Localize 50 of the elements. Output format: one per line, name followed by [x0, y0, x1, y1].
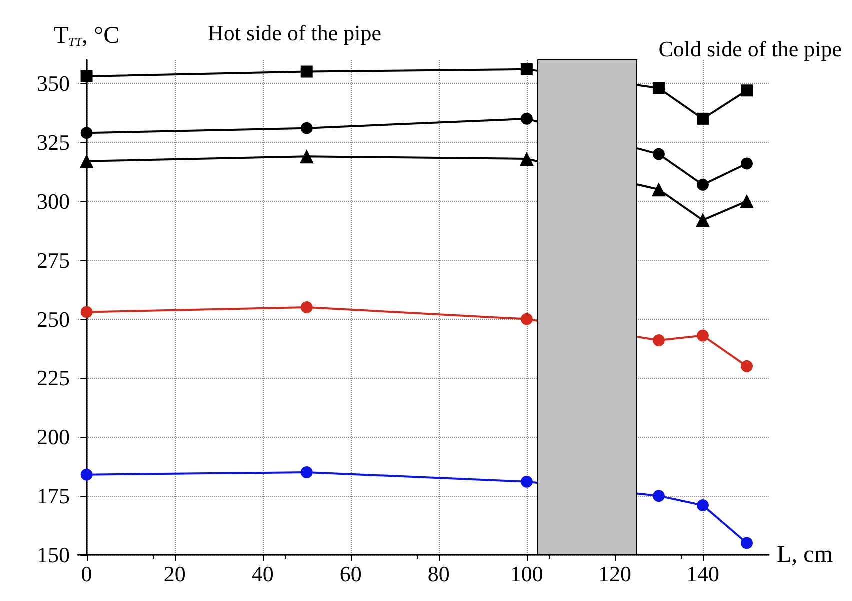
point	[652, 334, 665, 346]
point	[741, 158, 753, 170]
x-tick-label: 0	[81, 562, 92, 586]
y-tick-label: 175	[37, 484, 70, 509]
point	[652, 490, 665, 502]
text: Hot side of the pipe	[208, 20, 382, 46]
point	[741, 360, 753, 372]
point	[696, 112, 709, 125]
point	[520, 63, 533, 76]
y-tick-label: 225	[37, 366, 70, 391]
annotation: Cold side of the pipe	[658, 36, 842, 62]
point	[80, 70, 93, 82]
x-tick-label: 60	[340, 562, 362, 586]
y-tick-label: 200	[37, 424, 70, 450]
x-tick-label: 100	[510, 562, 544, 586]
point	[300, 302, 313, 314]
x-tick-label: 120	[598, 562, 632, 586]
y-tick-label: 150	[37, 542, 70, 568]
point	[520, 476, 533, 488]
y-tick-label: 250	[37, 306, 70, 332]
x-tick-label: 40	[252, 562, 274, 586]
point	[740, 194, 754, 208]
point	[740, 84, 753, 97]
x-tick-label: 20	[164, 562, 186, 586]
point	[696, 213, 710, 228]
point	[520, 152, 534, 166]
y-tick-label: 275	[37, 248, 70, 273]
point	[741, 537, 753, 550]
point	[696, 500, 709, 512]
x-tick-label: 80	[428, 562, 450, 586]
point	[520, 313, 533, 326]
point	[652, 82, 665, 94]
point	[300, 66, 313, 78]
point	[300, 122, 313, 134]
point	[300, 150, 314, 164]
point	[80, 468, 93, 481]
y-tick-label: 350	[37, 71, 70, 96]
point	[520, 112, 533, 125]
point	[696, 178, 709, 191]
y-tick-label: 325	[37, 130, 70, 155]
point	[652, 182, 666, 197]
point	[696, 330, 709, 342]
point	[300, 466, 313, 478]
x-axis-title: L, cm	[777, 542, 834, 568]
y-tick-label: 300	[37, 188, 70, 214]
point	[652, 148, 665, 160]
point	[80, 306, 93, 318]
point	[80, 154, 94, 168]
point	[80, 127, 93, 140]
x-tick-label: 140	[686, 562, 720, 586]
